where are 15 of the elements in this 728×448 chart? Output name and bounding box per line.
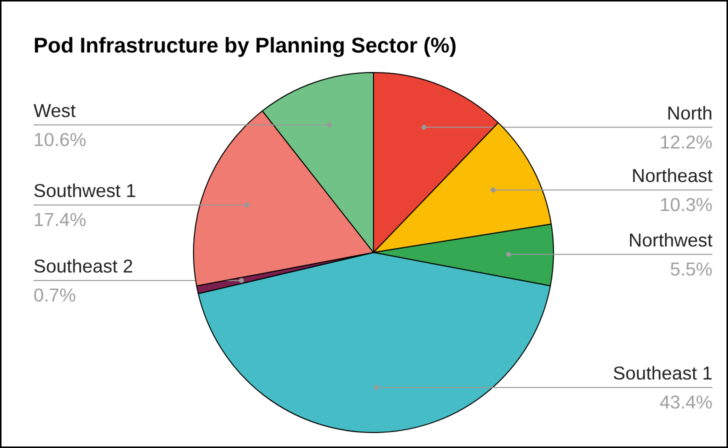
- slice-label: Northeast: [632, 164, 714, 186]
- data-label: 5.5%: [670, 258, 713, 280]
- slice-label: Southeast 2: [34, 255, 134, 276]
- slice-label: Southeast 1: [612, 362, 712, 384]
- slice-label: North: [666, 102, 713, 124]
- data-label: 43.4%: [660, 391, 713, 412]
- slice-label: West: [34, 100, 76, 121]
- data-label: 17.4%: [34, 209, 86, 230]
- data-label: 0.7%: [34, 284, 76, 306]
- slice-label: Southwest 1: [34, 180, 136, 202]
- chart-title: Pod Infrastructure by Planning Sector (%): [34, 34, 457, 58]
- data-label: 10.3%: [660, 194, 713, 215]
- slice-label: Northwest: [628, 229, 714, 250]
- data-label: 10.6%: [34, 128, 86, 150]
- data-label: 12.2%: [660, 131, 713, 152]
